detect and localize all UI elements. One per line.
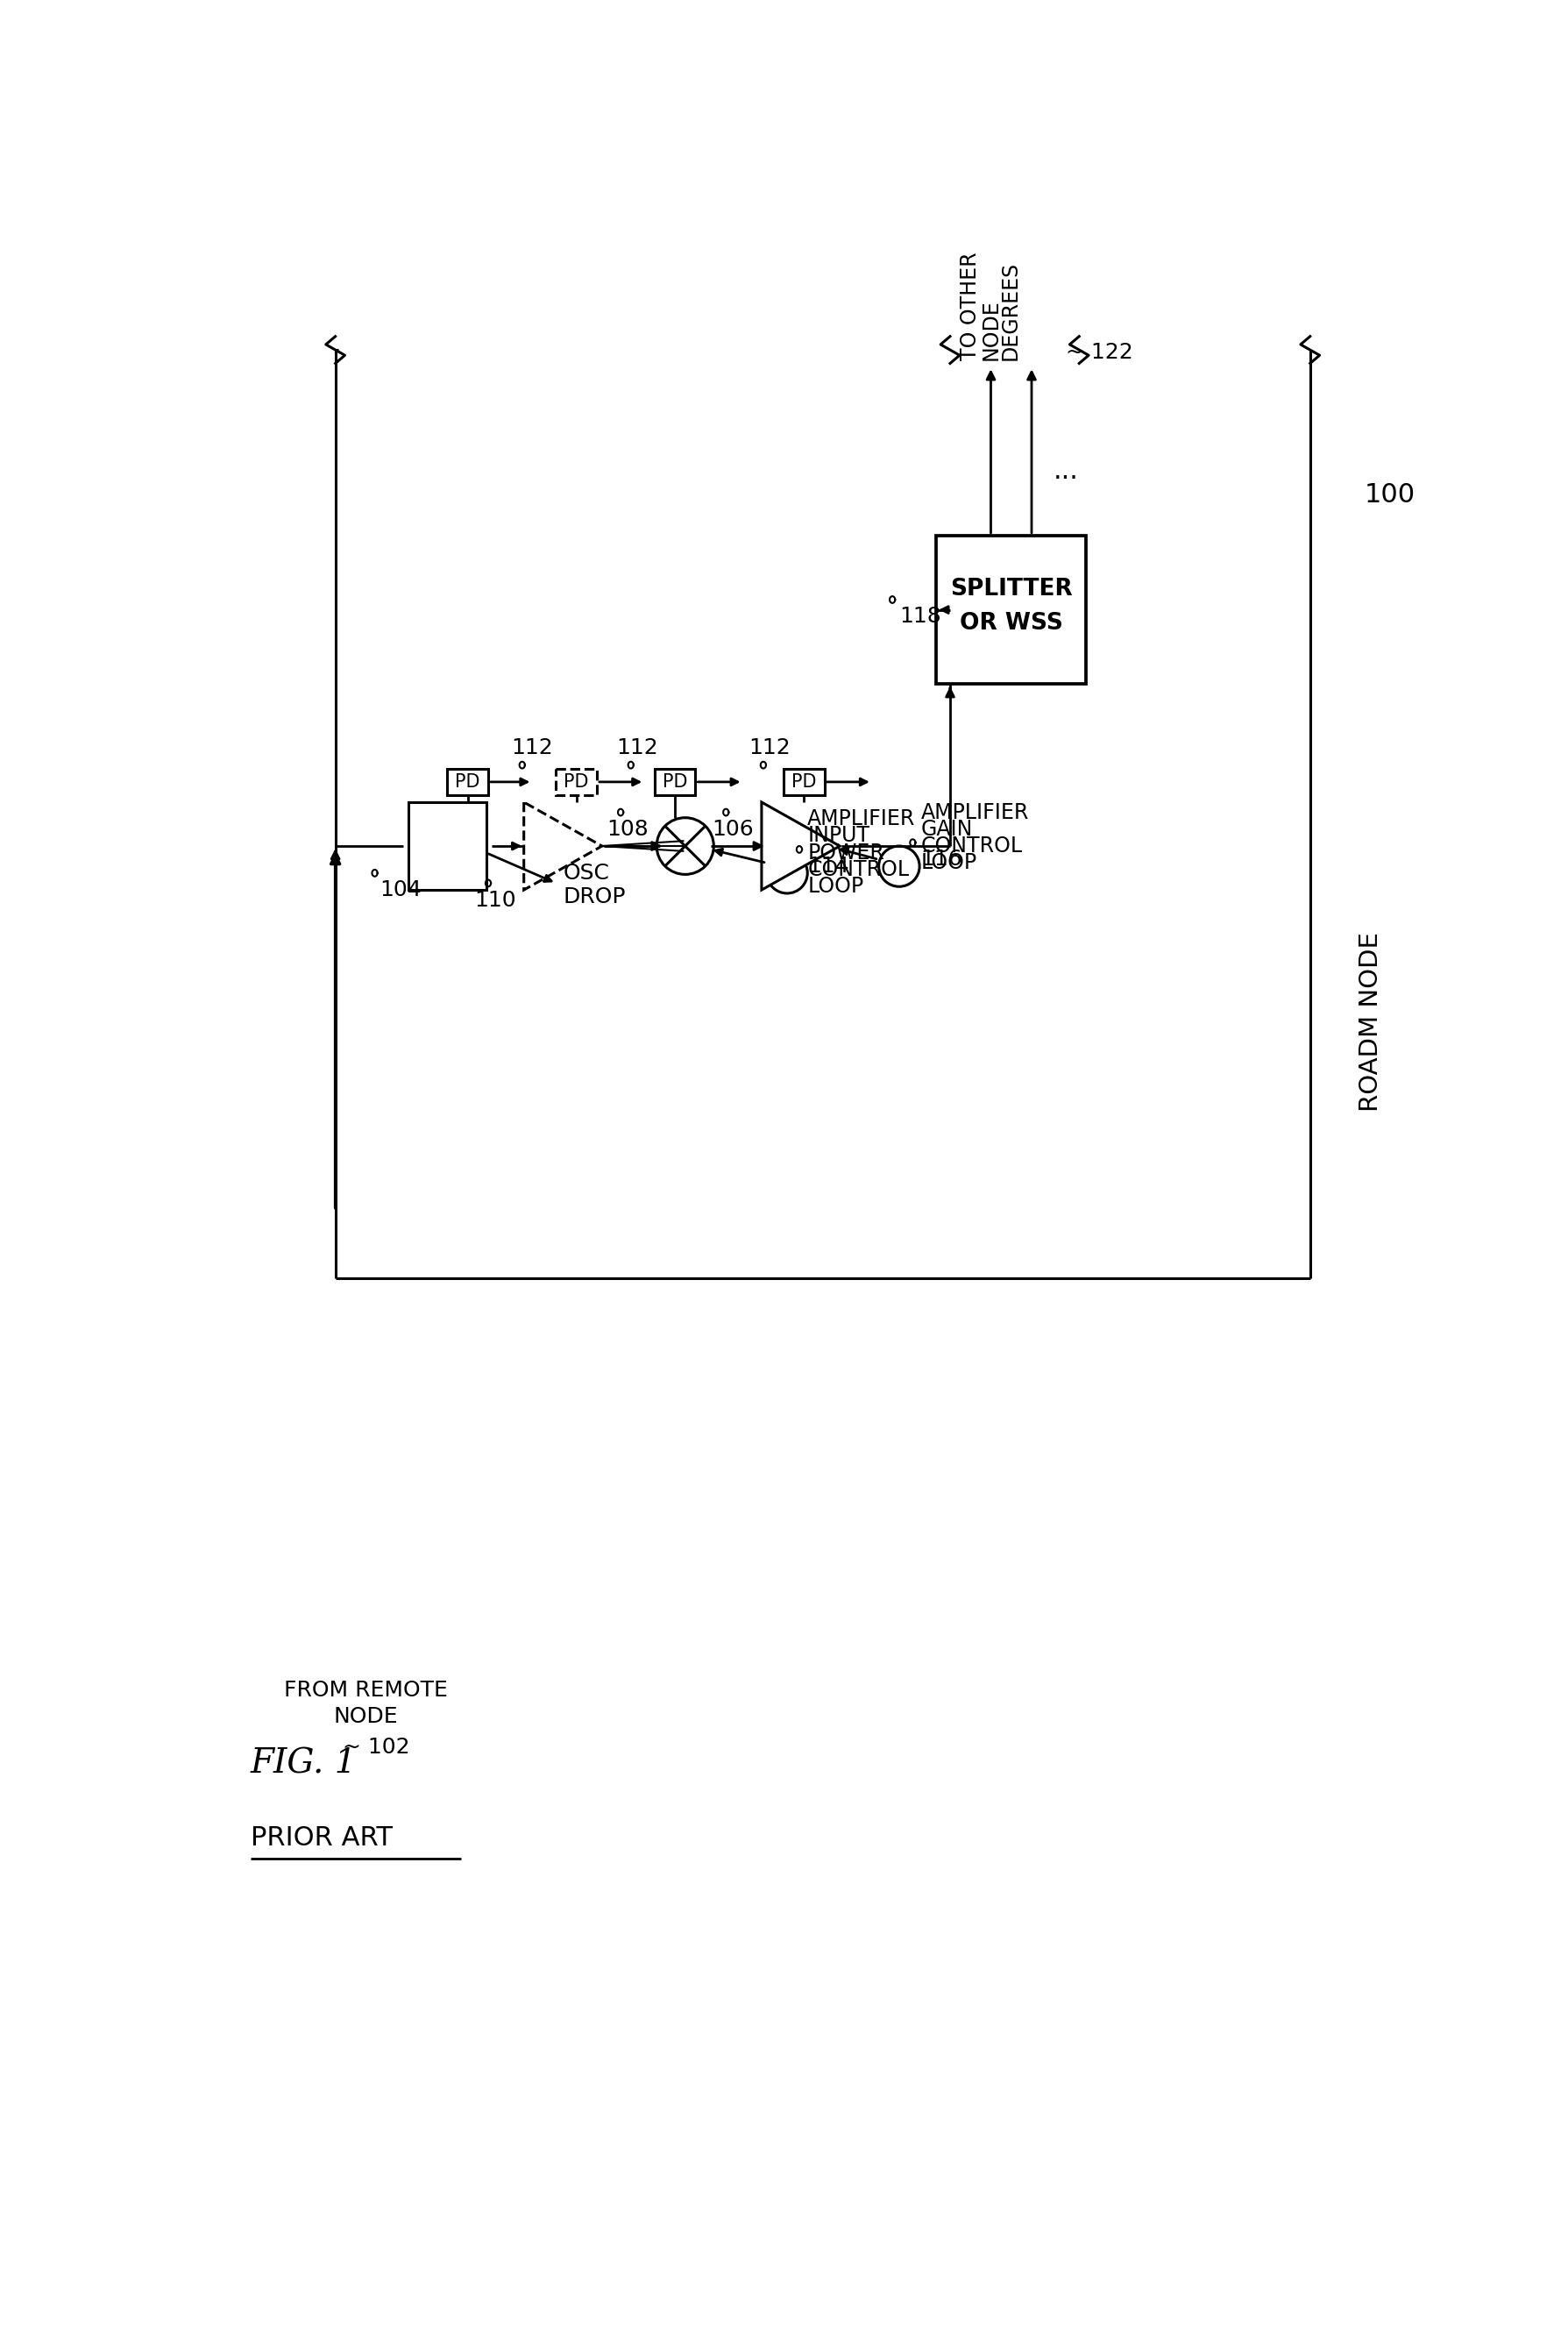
Text: 106: 106 xyxy=(712,818,753,839)
Text: FIG. 1: FIG. 1 xyxy=(251,1748,358,1781)
Bar xyxy=(555,770,596,795)
Text: OR WSS: OR WSS xyxy=(960,611,1062,635)
Text: 112: 112 xyxy=(616,737,659,758)
Text: 100: 100 xyxy=(1364,481,1414,507)
Bar xyxy=(654,770,695,795)
Text: DROP: DROP xyxy=(563,886,626,907)
Text: FROM REMOTE: FROM REMOTE xyxy=(284,1679,447,1700)
Text: AMPLIFIER: AMPLIFIER xyxy=(808,809,916,830)
Bar xyxy=(784,770,823,795)
Circle shape xyxy=(657,818,713,874)
Text: OSC: OSC xyxy=(563,863,608,884)
Text: 118: 118 xyxy=(898,607,941,628)
Text: 112: 112 xyxy=(750,737,790,758)
Text: ~ 122: ~ 122 xyxy=(1065,342,1132,363)
Text: NODE: NODE xyxy=(980,300,1000,360)
Text: ...: ... xyxy=(1052,458,1077,484)
Text: 114: 114 xyxy=(808,856,848,877)
Bar xyxy=(936,535,1085,684)
Polygon shape xyxy=(760,802,839,890)
Text: POWER: POWER xyxy=(808,842,884,863)
Text: PD: PD xyxy=(563,774,588,790)
Text: 108: 108 xyxy=(607,818,648,839)
Circle shape xyxy=(878,846,919,886)
Text: TO OTHER: TO OTHER xyxy=(960,251,980,360)
Text: CONTROL: CONTROL xyxy=(808,860,909,881)
Text: 104: 104 xyxy=(379,879,422,900)
Text: PD: PD xyxy=(662,774,687,790)
Text: ROADM NODE: ROADM NODE xyxy=(1358,932,1383,1111)
Text: 110: 110 xyxy=(474,890,516,911)
Bar xyxy=(408,802,486,890)
Text: 112: 112 xyxy=(511,737,554,758)
Text: DEGREES: DEGREES xyxy=(999,260,1019,360)
Text: SPLITTER: SPLITTER xyxy=(950,579,1073,600)
Circle shape xyxy=(767,853,808,893)
Text: PD: PD xyxy=(455,774,480,790)
Text: 116: 116 xyxy=(920,849,963,870)
Bar xyxy=(447,770,488,795)
Text: AMPLIFIER: AMPLIFIER xyxy=(920,802,1029,823)
Text: ~ 102: ~ 102 xyxy=(342,1737,409,1758)
Text: INPUT: INPUT xyxy=(808,825,869,846)
Text: LOOP: LOOP xyxy=(920,853,977,874)
Polygon shape xyxy=(524,802,602,890)
Text: LOOP: LOOP xyxy=(808,877,862,897)
Text: CONTROL: CONTROL xyxy=(920,835,1022,856)
Text: PRIOR ART: PRIOR ART xyxy=(251,1825,392,1851)
Text: NODE: NODE xyxy=(334,1707,398,1727)
Text: PD: PD xyxy=(792,774,815,790)
Text: GAIN: GAIN xyxy=(920,818,972,839)
